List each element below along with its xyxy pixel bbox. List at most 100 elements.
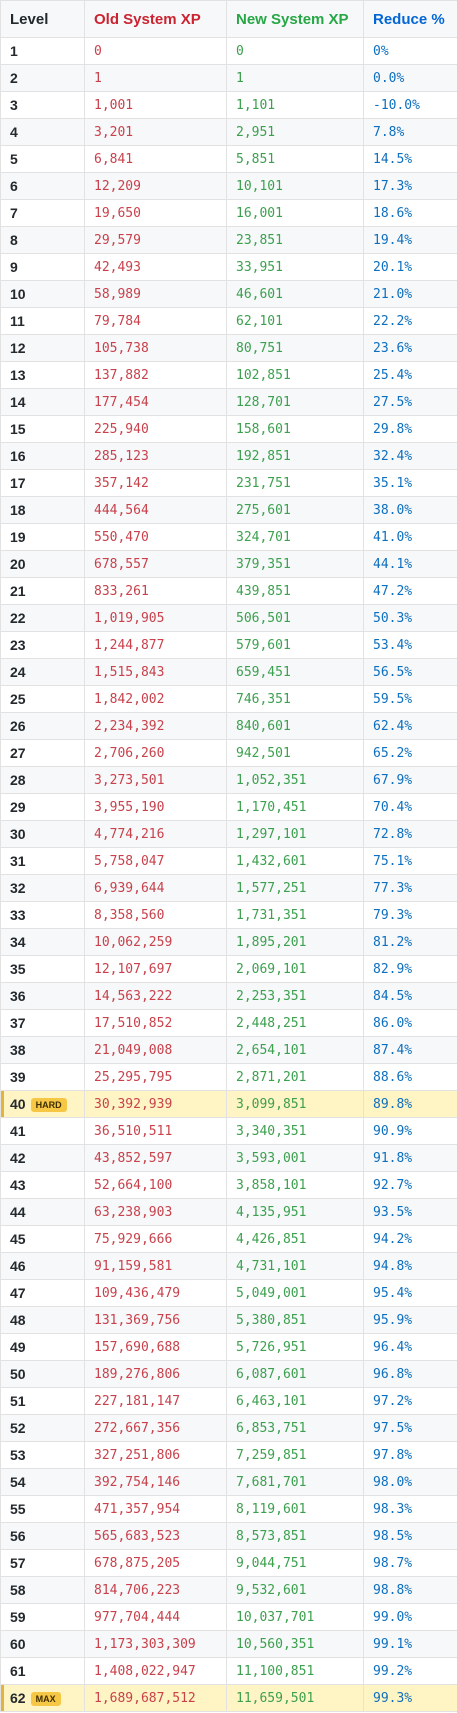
level-cell: 46	[0, 1252, 85, 1280]
table-row: 42 43,852,597 3,593,001 91.8%	[0, 1144, 457, 1172]
reduce-percent-cell: 98.7%	[363, 1549, 457, 1577]
level-cell: 41	[0, 1117, 85, 1145]
new-xp-cell: 23,851	[226, 226, 364, 254]
old-xp-cell: 565,683,523	[84, 1522, 227, 1550]
level-cell: 23	[0, 631, 85, 659]
table-row: 38 21,049,008 2,654,101 87.4%	[0, 1036, 457, 1064]
level-cell: 7	[0, 199, 85, 227]
level-number: 51	[10, 1393, 26, 1409]
new-xp-cell: 6,463,101	[226, 1387, 364, 1415]
table-row: 48 131,369,756 5,380,851 95.9%	[0, 1306, 457, 1334]
level-cell: 19	[0, 523, 85, 551]
level-number: 58	[10, 1582, 26, 1598]
level-cell: 52	[0, 1414, 85, 1442]
level-number: 3	[10, 97, 18, 113]
level-number: 45	[10, 1231, 26, 1247]
new-xp-cell: 11,100,851	[226, 1657, 364, 1685]
old-xp-cell: 177,454	[84, 388, 227, 416]
new-xp-column-header: New System XP	[226, 0, 364, 38]
new-xp-cell: 16,001	[226, 199, 364, 227]
level-cell: 59	[0, 1603, 85, 1631]
level-number: 46	[10, 1258, 26, 1274]
reduce-percent-cell: 18.6%	[363, 199, 457, 227]
table-row: 59 977,704,444 10,037,701 99.0%	[0, 1603, 457, 1631]
level-cell: 15	[0, 415, 85, 443]
new-xp-cell: 3,340,351	[226, 1117, 364, 1145]
old-xp-cell: 12,107,697	[84, 955, 227, 983]
table-row: 12 105,738 80,751 23.6%	[0, 334, 457, 362]
old-xp-cell: 3,273,501	[84, 766, 227, 794]
new-xp-cell: 8,119,601	[226, 1495, 364, 1523]
reduce-column-header: Reduce %	[363, 0, 457, 38]
reduce-percent-cell: 77.3%	[363, 874, 457, 902]
new-xp-cell: 2,871,201	[226, 1063, 364, 1091]
reduce-percent-cell: 56.5%	[363, 658, 457, 686]
old-xp-cell: 157,690,688	[84, 1333, 227, 1361]
new-xp-cell: 1,432,601	[226, 847, 364, 875]
level-number: 37	[10, 1015, 26, 1031]
header-row: Level Old System XP New System XP Reduce…	[0, 0, 457, 38]
level-number: 36	[10, 988, 26, 1004]
reduce-percent-cell: 25.4%	[363, 361, 457, 389]
new-xp-cell: 10,560,351	[226, 1630, 364, 1658]
level-cell: 32	[0, 874, 85, 902]
level-cell: 38	[0, 1036, 85, 1064]
reduce-percent-cell: 98.5%	[363, 1522, 457, 1550]
old-xp-cell: 1,001	[84, 91, 227, 119]
reduce-percent-cell: 67.9%	[363, 766, 457, 794]
level-cell: 12	[0, 334, 85, 362]
table-row: 34 10,062,259 1,895,201 81.2%	[0, 928, 457, 956]
table-row: 14 177,454 128,701 27.5%	[0, 388, 457, 416]
level-cell: 62 MAX	[0, 1684, 85, 1712]
level-cell: 5	[0, 145, 85, 173]
new-xp-cell: 3,858,101	[226, 1171, 364, 1199]
new-xp-cell: 4,135,951	[226, 1198, 364, 1226]
old-xp-cell: 678,875,205	[84, 1549, 227, 1577]
level-number: 16	[10, 448, 26, 464]
level-number: 20	[10, 556, 26, 572]
level-cell: 24	[0, 658, 85, 686]
old-xp-cell: 109,436,479	[84, 1279, 227, 1307]
level-cell: 48	[0, 1306, 85, 1334]
new-xp-cell: 324,701	[226, 523, 364, 551]
level-cell: 29	[0, 793, 85, 821]
new-xp-cell: 62,101	[226, 307, 364, 335]
level-number: 35	[10, 961, 26, 977]
level-cell: 31	[0, 847, 85, 875]
level-number: 55	[10, 1501, 26, 1517]
old-xp-cell: 833,261	[84, 577, 227, 605]
table-row: 31 5,758,047 1,432,601 75.1%	[0, 847, 457, 875]
table-row: 17 357,142 231,751 35.1%	[0, 469, 457, 497]
old-xp-cell: 8,358,560	[84, 901, 227, 929]
new-xp-cell: 231,751	[226, 469, 364, 497]
level-cell: 39	[0, 1063, 85, 1091]
old-xp-cell: 2,234,392	[84, 712, 227, 740]
reduce-percent-cell: 99.1%	[363, 1630, 457, 1658]
level-cell: 40 HARD	[0, 1090, 85, 1118]
old-xp-cell: 272,667,356	[84, 1414, 227, 1442]
new-xp-cell: 10,037,701	[226, 1603, 364, 1631]
new-xp-cell: 506,501	[226, 604, 364, 632]
level-number: 34	[10, 934, 26, 950]
reduce-percent-cell: 62.4%	[363, 712, 457, 740]
level-number: 56	[10, 1528, 26, 1544]
old-xp-cell: 6,841	[84, 145, 227, 173]
table-row: 51 227,181,147 6,463,101 97.2%	[0, 1387, 457, 1415]
reduce-percent-cell: 91.8%	[363, 1144, 457, 1172]
old-xp-cell: 327,251,806	[84, 1441, 227, 1469]
level-number: 30	[10, 826, 26, 842]
old-xp-cell: 189,276,806	[84, 1360, 227, 1388]
level-cell: 44	[0, 1198, 85, 1226]
level-badge: HARD	[30, 1098, 67, 1112]
reduce-percent-cell: 99.2%	[363, 1657, 457, 1685]
table-row: 10 58,989 46,601 21.0%	[0, 280, 457, 308]
reduce-percent-cell: 14.5%	[363, 145, 457, 173]
level-cell: 34	[0, 928, 85, 956]
old-xp-cell: 79,784	[84, 307, 227, 335]
table-row: 29 3,955,190 1,170,451 70.4%	[0, 793, 457, 821]
level-cell: 45	[0, 1225, 85, 1253]
old-xp-cell: 0	[84, 37, 227, 65]
level-cell: 14	[0, 388, 85, 416]
level-cell: 3	[0, 91, 85, 119]
